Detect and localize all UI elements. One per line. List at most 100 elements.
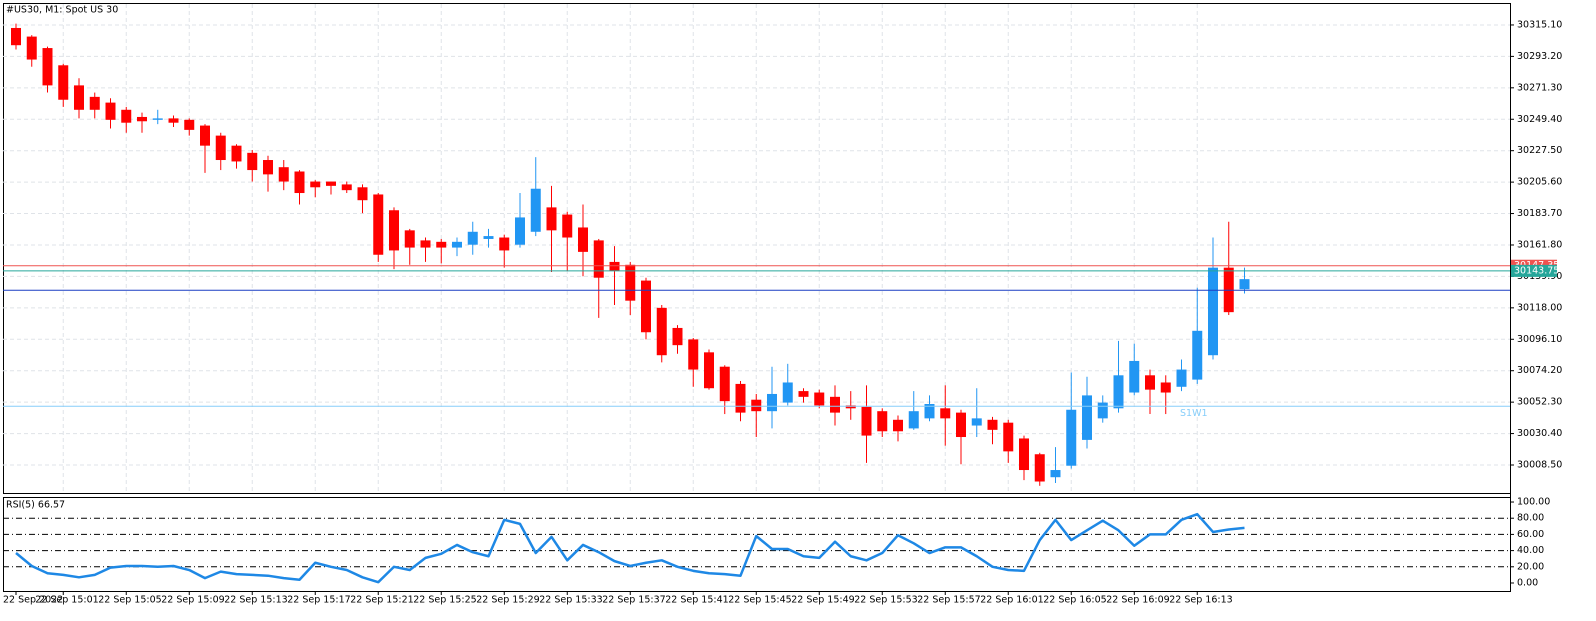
x-tick-label: 22 Sep 15:45 bbox=[728, 595, 791, 606]
x-tick-label: 22 Sep 16:01 bbox=[980, 595, 1043, 606]
candle-body bbox=[578, 227, 588, 252]
price-tag-label: 30143.75 bbox=[1514, 265, 1559, 276]
candle-body bbox=[719, 366, 730, 402]
y-tick-label: 30183.70 bbox=[1517, 208, 1562, 219]
candle-body bbox=[877, 411, 888, 432]
y-tick-label: 30008.50 bbox=[1517, 460, 1562, 471]
candle-body bbox=[483, 236, 494, 239]
candle-body bbox=[845, 405, 856, 409]
candle-body bbox=[74, 85, 84, 110]
main-panel-frame bbox=[3, 3, 1511, 494]
candle-body bbox=[452, 241, 462, 248]
candle-body bbox=[672, 327, 683, 346]
y-tick-label: 20.00 bbox=[1517, 561, 1544, 572]
candle-body bbox=[467, 231, 478, 245]
candle-body bbox=[105, 102, 116, 120]
x-tick-label: 22 Sep 15:33 bbox=[539, 595, 602, 606]
candle-body bbox=[1192, 330, 1203, 380]
candle-body bbox=[137, 116, 147, 122]
candle-body bbox=[231, 145, 242, 162]
candle-body bbox=[767, 393, 777, 412]
candle-body bbox=[1160, 382, 1171, 393]
candle-body bbox=[341, 184, 352, 191]
x-tick-label: 22 Sep 15:37 bbox=[602, 595, 665, 606]
candle-body bbox=[389, 210, 399, 251]
candle-body bbox=[1097, 402, 1108, 419]
candle-body bbox=[814, 392, 825, 406]
y-tick-label: 0.00 bbox=[1517, 577, 1538, 588]
candle-body bbox=[861, 406, 872, 436]
y-tick-label: 30227.50 bbox=[1517, 145, 1562, 156]
x-tick-label: 22 Sep 15:05 bbox=[98, 595, 161, 606]
candle-body bbox=[58, 65, 69, 100]
candle-body bbox=[26, 36, 37, 60]
candle-body bbox=[1208, 267, 1218, 356]
candle-body bbox=[704, 352, 714, 389]
candle-body bbox=[215, 135, 226, 161]
x-tick-label: 22 Sep 2022 bbox=[3, 595, 63, 606]
candle-body bbox=[373, 194, 384, 255]
candle-body bbox=[168, 118, 179, 123]
x-tick-label: 22 Sep 15:41 bbox=[665, 595, 728, 606]
y-tick-label: 30096.10 bbox=[1517, 334, 1562, 345]
candle-body bbox=[1113, 375, 1124, 409]
candle-body bbox=[89, 96, 100, 110]
candle-body bbox=[263, 160, 273, 175]
y-tick-label: 30030.40 bbox=[1517, 428, 1562, 439]
y-tick-label: 80.00 bbox=[1517, 513, 1544, 524]
candle-body bbox=[357, 187, 368, 201]
candle-body bbox=[200, 125, 210, 146]
price-tag bbox=[1511, 264, 1557, 277]
candle-body bbox=[310, 181, 321, 188]
x-tick-label: 22 Sep 15:25 bbox=[413, 595, 476, 606]
candle-body bbox=[782, 382, 793, 403]
candle-body bbox=[562, 214, 573, 238]
rsi-panel-frame bbox=[3, 497, 1511, 592]
x-tick-label: 22 Sep 15:53 bbox=[854, 595, 917, 606]
candle-body bbox=[1066, 409, 1077, 466]
candle-body bbox=[420, 240, 431, 248]
y-tick-label: 40.00 bbox=[1517, 545, 1544, 556]
x-tick-label: 22 Sep 16:09 bbox=[1106, 595, 1169, 606]
candle-body bbox=[515, 217, 525, 245]
y-tick-label: 30271.30 bbox=[1517, 82, 1562, 93]
y-tick-label: 30315.10 bbox=[1517, 19, 1562, 30]
candle-body bbox=[625, 264, 636, 301]
candle-body bbox=[121, 109, 132, 123]
x-tick-label: 22 Sep 15:57 bbox=[917, 595, 980, 606]
y-tick-label: 30293.20 bbox=[1517, 51, 1562, 62]
candle-body bbox=[1019, 438, 1029, 471]
plot-layer: 30008.50 30030.40 30052.30 30074.20 30096.10… bbox=[3, 3, 1562, 606]
candle-body bbox=[893, 419, 903, 432]
x-tick-label: 22 Sep 16:05 bbox=[1043, 595, 1106, 606]
candle-body bbox=[830, 396, 840, 413]
candle-body bbox=[499, 237, 510, 251]
candle-body bbox=[436, 241, 447, 248]
candle-body bbox=[735, 383, 746, 413]
x-tick-label: 22 Sep 15:29 bbox=[476, 595, 539, 606]
x-tick-label: 22 Sep 15:09 bbox=[161, 595, 224, 606]
candle-body bbox=[656, 307, 667, 356]
y-tick-label: 30052.30 bbox=[1517, 397, 1562, 408]
candle-body bbox=[326, 181, 336, 186]
candle-body bbox=[278, 167, 289, 182]
candle-body bbox=[546, 207, 557, 231]
candle-body bbox=[908, 411, 919, 429]
candle-body bbox=[294, 171, 305, 194]
level-text: S1W1 bbox=[1180, 408, 1208, 419]
candle-body bbox=[1239, 279, 1250, 290]
candle-body bbox=[641, 280, 651, 333]
candle-body bbox=[247, 152, 258, 171]
x-tick-label: 22 Sep 15:01 bbox=[35, 595, 98, 606]
candle-body bbox=[593, 240, 604, 278]
x-tick-label: 22 Sep 15:21 bbox=[350, 595, 413, 606]
candle-body bbox=[1082, 395, 1092, 440]
rsi-line bbox=[15, 512, 1245, 584]
x-tick-label: 22 Sep 15:17 bbox=[287, 595, 350, 606]
y-tick-label: 60.00 bbox=[1517, 529, 1544, 540]
candle-body bbox=[971, 418, 982, 426]
candle-body bbox=[42, 48, 53, 86]
candle-body bbox=[1034, 454, 1045, 482]
candle-body bbox=[152, 118, 163, 120]
